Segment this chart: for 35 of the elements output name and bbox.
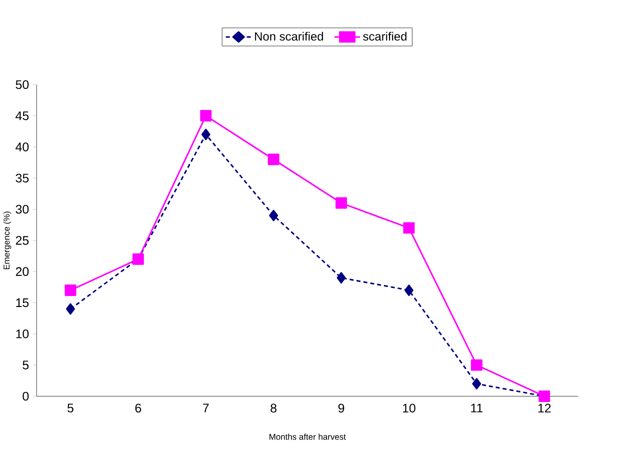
- y-tick-label: 35: [16, 174, 29, 183]
- x-axis-title: Months after harvest: [270, 434, 346, 440]
- y-tick-label: 40: [16, 142, 29, 152]
- x-tick-label: 6: [135, 404, 142, 413]
- y-tick-label: 25: [16, 236, 29, 245]
- point: [403, 222, 415, 234]
- legend-label: scarified: [363, 32, 406, 41]
- x-tick-label: 10: [402, 404, 416, 413]
- point: [66, 303, 75, 315]
- x-tick-label: 9: [338, 404, 344, 413]
- point: [472, 378, 482, 390]
- y-tick-label: 50: [16, 80, 29, 90]
- y-tick-label: 5: [22, 360, 29, 370]
- x-tick-label: 11: [471, 404, 482, 412]
- point: [336, 272, 346, 284]
- point: [201, 128, 210, 140]
- y-tick-label: 45: [16, 111, 29, 120]
- x-tick-label: 5: [68, 404, 74, 412]
- point: [470, 359, 482, 371]
- point: [64, 284, 76, 296]
- x-tick-label: 8: [270, 404, 276, 413]
- point: [336, 197, 347, 209]
- y-tick-label: 20: [16, 267, 29, 276]
- legend-label: Non scarified: [255, 32, 324, 41]
- point: [269, 210, 278, 222]
- x-tick-label: 7: [203, 404, 209, 412]
- point: [404, 284, 414, 296]
- y-tick-label: 30: [16, 204, 29, 214]
- y-tick-label: 10: [16, 330, 29, 338]
- point: [200, 110, 212, 122]
- y-tick-label: 0: [22, 392, 29, 401]
- y-axis-title: Emergence (%): [3, 212, 12, 270]
- x-tick-label: 12: [538, 404, 551, 412]
- y-tick-label: 15: [16, 298, 29, 308]
- point: [268, 154, 280, 166]
